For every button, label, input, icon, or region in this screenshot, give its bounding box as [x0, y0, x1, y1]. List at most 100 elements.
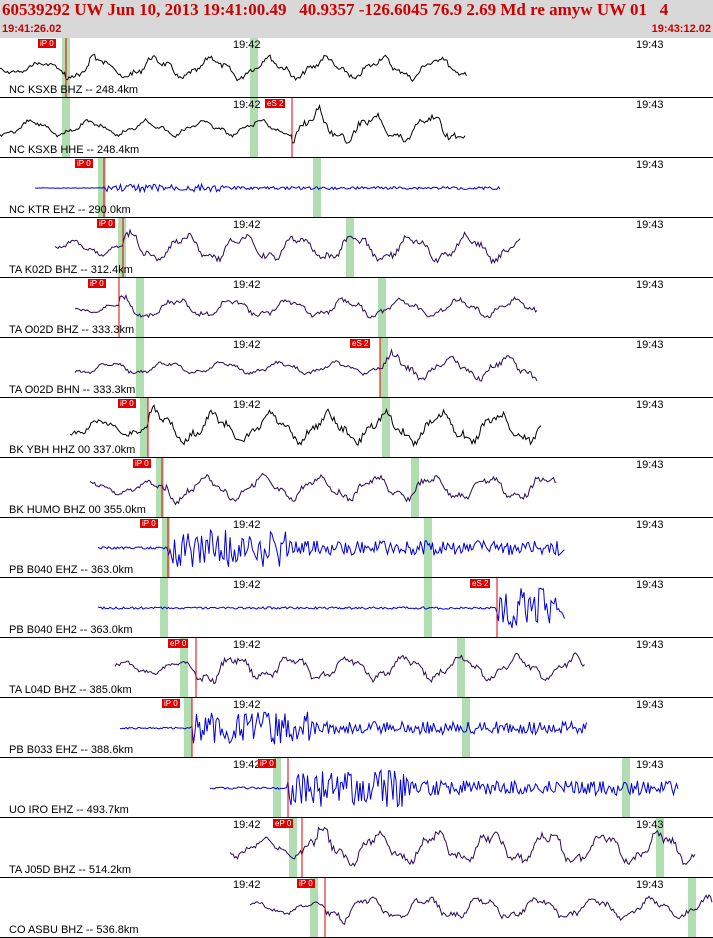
waveform-plot [0, 398, 713, 458]
station-label: TA L04D BHZ -- 385.0km [9, 684, 132, 696]
trace-panel[interactable]: 19:43 iP 0 BK HUMO BHZ 00 355.0km [0, 458, 713, 518]
phase-window-shading [136, 278, 144, 338]
phase-pick-flag[interactable]: iP 0 [297, 879, 315, 888]
station-label: PB B040 EHZ -- 363.0km [9, 564, 134, 576]
phase-pick-flag[interactable]: eP 0 [168, 639, 189, 648]
waveform-plot [0, 38, 713, 98]
phase-window-shading [380, 338, 388, 398]
time-label-1942: 19:42 [233, 519, 261, 531]
time-label-1943: 19:43 [636, 639, 664, 651]
phase-pick-flag[interactable]: eS 2 [265, 99, 286, 108]
waveform-plot [0, 458, 713, 518]
phase-window-shading [250, 38, 258, 98]
phase-window-shading [622, 758, 630, 818]
phase-window-shading [62, 98, 70, 158]
seismogram-list[interactable]: 19:42 19:43 iP 0 NC KSXB BHZ -- 248.4km 19:4… [0, 38, 713, 938]
station-label: PB B033 EHZ -- 388.6km [9, 744, 134, 756]
time-label-1942: 19:42 [233, 579, 261, 591]
phase-pick-flag[interactable]: iP 0 [38, 39, 56, 48]
trace-panel[interactable]: 19:42 19:43 eS 2 NC KSXB HHE -- 248.4km [0, 98, 713, 158]
trace-panel[interactable]: 19:42 19:43 eP 0 TA L04D BHZ -- 385.0km [0, 638, 713, 698]
phase-pick-flag[interactable]: iP 0 [162, 699, 180, 708]
phase-window-shading [346, 218, 354, 278]
phase-window-shading [462, 698, 470, 758]
trace-panel[interactable]: 19:42 19:43 iP 0 NC KSXB BHZ -- 248.4km [0, 38, 713, 98]
waveform-trace [74, 293, 538, 319]
waveform-plot [0, 758, 713, 818]
station-label: UO IRO EHZ -- 493.7km [9, 804, 129, 816]
phase-pick-flag[interactable]: iP 0 [140, 519, 158, 528]
time-label-1943: 19:43 [636, 99, 664, 111]
trace-panel[interactable]: 19:42 19:43 eS 2 PB B040 EH2 -- 363.0km [0, 578, 713, 638]
phase-pick-flag[interactable]: iP 0 [133, 459, 151, 468]
time-label-1943: 19:43 [636, 399, 664, 411]
trace-panel[interactable]: 19:42 19:43 iP 0 PB B033 EHZ -- 388.6km [0, 698, 713, 758]
waveform-plot [0, 338, 713, 398]
time-label-1943: 19:43 [636, 39, 664, 51]
waveform-trace [74, 348, 538, 382]
phase-window-shading [180, 638, 188, 698]
event-header: 60539292 UW Jun 10, 2013 19:41:00.49 40.… [0, 0, 713, 38]
waveform-trace [249, 894, 713, 926]
phase-window-shading [118, 218, 126, 278]
trace-panel[interactable]: 19:43 iP 0 NC KTR EHZ -- 290.0km [0, 158, 713, 218]
time-label-1943: 19:43 [636, 699, 664, 711]
time-label-1943: 19:43 [636, 459, 664, 471]
phase-window-shading [250, 98, 258, 158]
waveform-plot [0, 98, 713, 158]
phase-window-shading [136, 338, 144, 398]
time-label-1942: 19:42 [233, 399, 261, 411]
station-label: BK YBH HHZ 00 337.0km [9, 444, 136, 456]
time-label-1942: 19:42 [233, 759, 261, 771]
station-label: TA K02D BHZ -- 312.4km [9, 264, 133, 276]
phase-window-shading [378, 278, 386, 338]
waveform-trace [0, 53, 467, 83]
event-title: 60539292 UW Jun 10, 2013 19:41:00.49 40.… [2, 0, 669, 19]
trace-panel[interactable]: 19:42 19:43 iP 0 PB B040 EHZ -- 363.0km [0, 518, 713, 578]
time-label-1942: 19:42 [233, 819, 261, 831]
waveform-plot [0, 158, 713, 218]
phase-pick-flag[interactable]: iP 0 [97, 219, 115, 228]
waveform-trace [89, 472, 557, 506]
time-label-1943: 19:43 [636, 759, 664, 771]
time-label-1942: 19:42 [233, 99, 261, 111]
phase-pick-flag[interactable]: iP 0 [75, 159, 93, 168]
trace-panel[interactable]: 19:42 19:43 iP 0 TA O02D BHZ -- 333.3km [0, 278, 713, 338]
waveform-trace [0, 103, 466, 144]
waveform-trace [97, 587, 565, 629]
time-label-1942: 19:42 [233, 639, 261, 651]
trace-panel[interactable]: 19:42 19:43 eS 2 TA O02D BHN -- 333.3km [0, 338, 713, 398]
time-label-1943: 19:43 [636, 159, 664, 171]
phase-pick-flag[interactable]: iP 0 [118, 399, 136, 408]
waveform-trace [119, 711, 587, 745]
trace-panel[interactable]: 19:42 19:43 eP 0 TA J05D BHZ -- 514.2km [0, 818, 713, 878]
time-label-1942: 19:42 [233, 219, 261, 231]
waveform-trace [114, 652, 585, 685]
time-label-1942: 19:42 [233, 879, 261, 891]
waveform-trace [97, 529, 565, 567]
phase-pick-flag[interactable]: iP 0 [88, 279, 106, 288]
waveform-plot [0, 518, 713, 578]
trace-panel[interactable]: 19:42 19:43 iP 0 CO ASBU BHZ -- 536.8km [0, 878, 713, 938]
station-label: TA O02D BHZ -- 333.3km [9, 324, 135, 336]
station-label: NC KSXB HHE -- 248.4km [9, 144, 140, 156]
phase-pick-flag[interactable]: eS 2 [470, 579, 491, 588]
station-label: TA O02D BHN -- 333.3km [9, 384, 136, 396]
window-end-time: 19:43:12.02 [651, 23, 711, 35]
trace-panel[interactable]: 19:42 19:43 iP 0 UO IRO EHZ -- 493.7km [0, 758, 713, 818]
time-label-1943: 19:43 [636, 279, 664, 291]
phase-pick-flag[interactable]: eS 2 [350, 339, 371, 348]
phase-pick-flag[interactable]: eP 0 [273, 819, 294, 828]
time-label-1943: 19:43 [636, 879, 664, 891]
station-label: PB B040 EH2 -- 363.0km [9, 624, 133, 636]
phase-window-shading [411, 458, 419, 518]
waveform-trace [229, 826, 696, 867]
phase-window-shading [313, 158, 321, 218]
trace-panel[interactable]: 19:42 19:43 iP 0 BK YBH HHZ 00 337.0km [0, 398, 713, 458]
time-label-1943: 19:43 [636, 219, 664, 231]
phase-pick-flag[interactable]: iP 0 [258, 759, 276, 768]
waveform-plot [0, 818, 713, 878]
time-label-1942: 19:42 [233, 339, 261, 351]
time-label-1942: 19:42 [233, 279, 261, 291]
trace-panel[interactable]: 19:42 19:43 iP 0 TA K02D BHZ -- 312.4km [0, 218, 713, 278]
